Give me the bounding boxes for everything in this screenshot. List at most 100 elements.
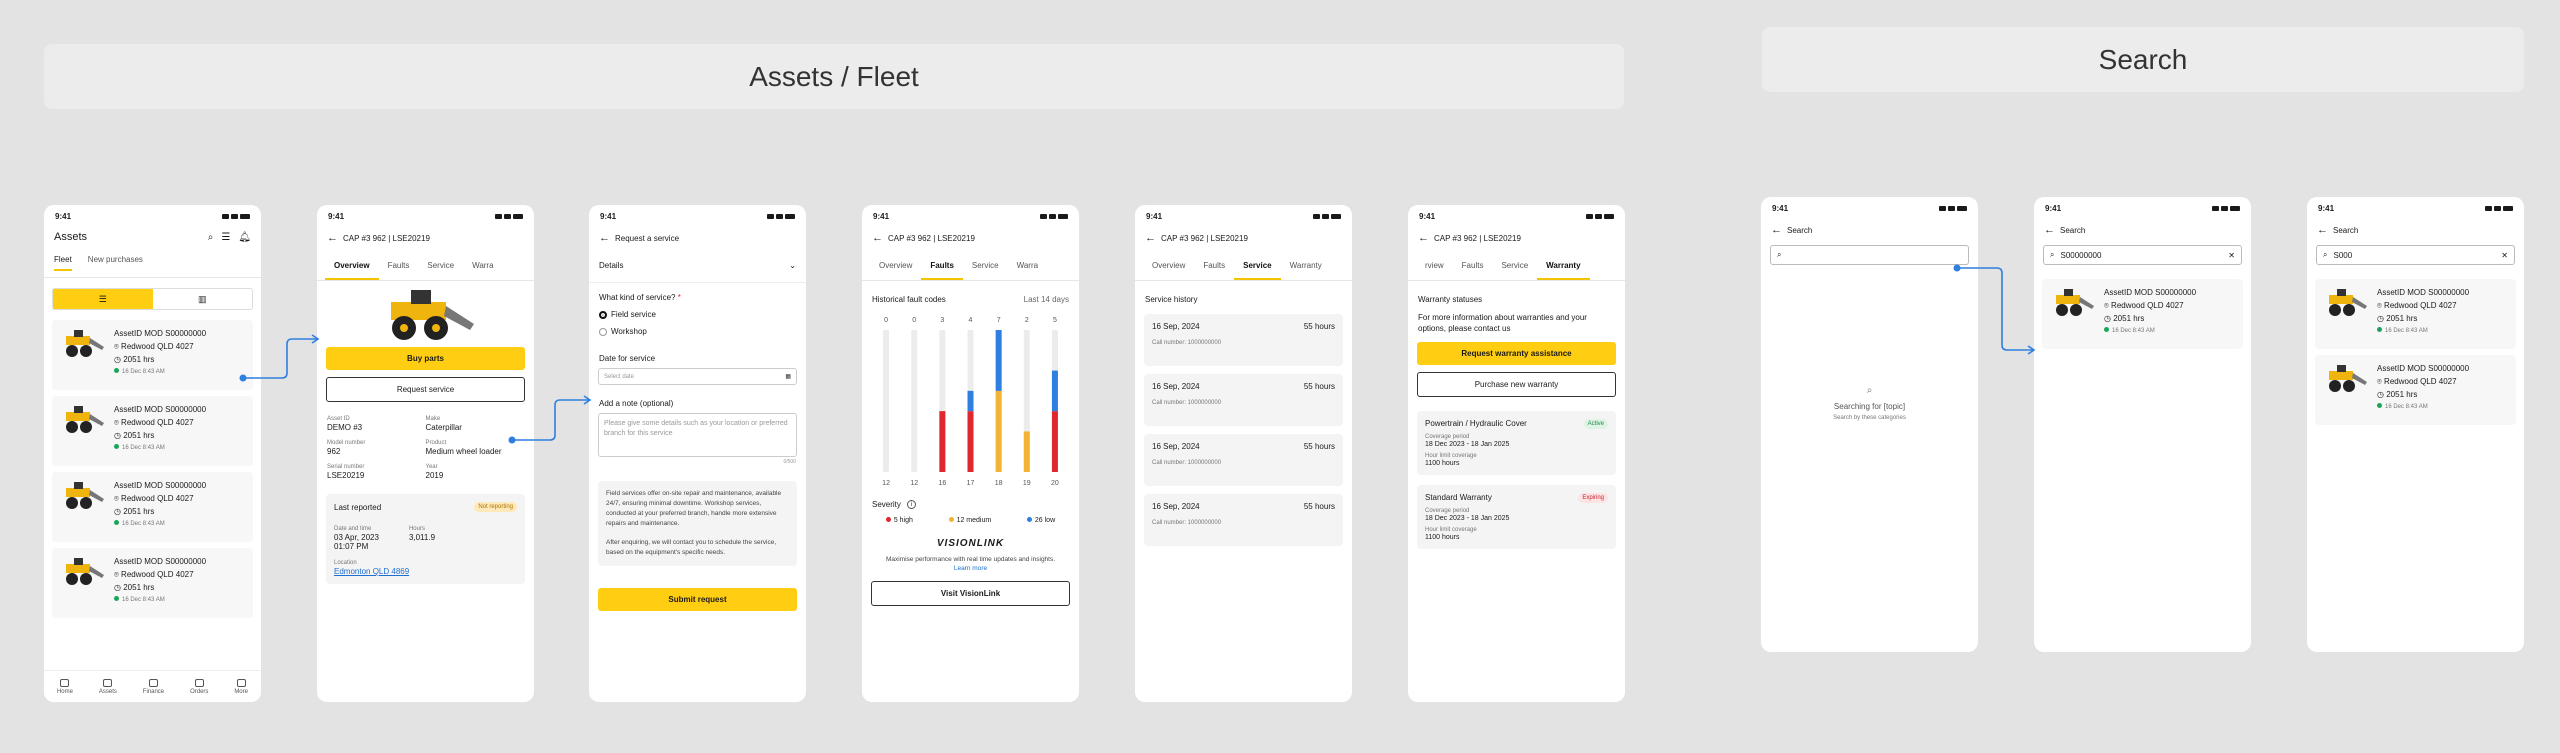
service-history-item[interactable]: 16 Sep, 2024 55 hours Call number: 1000000… — [1144, 494, 1343, 546]
status-time: 9:41 — [55, 211, 72, 221]
question-label: What kind of service? — [599, 293, 676, 302]
tab-overview[interactable]: Overview — [1152, 261, 1186, 270]
tab-faults[interactable]: Faults — [387, 261, 410, 270]
x-tick-label: 17 — [967, 480, 975, 487]
location-link[interactable]: Edmonton QLD 4869 — [334, 567, 410, 576]
nav-more[interactable]: More — [234, 678, 248, 695]
asset-list-item[interactable]: AssetID MOD S00000000 ⌾ Redwood QLD 4027… — [52, 548, 253, 618]
warranty-card[interactable]: Standard Warranty Expiring Coverage perio… — [1417, 485, 1616, 549]
bar-segment — [995, 390, 1002, 472]
tab-warranty[interactable]: Warra — [472, 261, 494, 270]
search-results-screen: 9:41 ← Search ⌕ S00000000 ✕ AssetID MOD S00… — [2034, 197, 2251, 652]
asset-list-item[interactable]: AssetID MOD S00000000 ⌾ Redwood QLD 4027… — [2042, 279, 2243, 349]
status-bar: 9:41 — [44, 205, 261, 227]
status-badge: Expiring — [1578, 493, 1608, 503]
asset-list-item[interactable]: AssetID MOD S00000000 ⌾ Redwood QLD 4027… — [52, 472, 253, 542]
bar-segment — [967, 411, 974, 472]
nav-home[interactable]: Home — [57, 678, 73, 695]
back-arrow-icon[interactable]: ← — [1771, 224, 1782, 236]
clear-icon[interactable]: ✕ — [2228, 250, 2235, 260]
visit-visionlink-button[interactable]: Visit VisionLink — [871, 581, 1070, 606]
tab-service[interactable]: Service — [427, 261, 455, 270]
filter-icon[interactable]: ☰ — [221, 231, 231, 243]
legend-high: 5 high — [885, 517, 913, 524]
bar-total-label: 0 — [912, 317, 916, 324]
tab-warranty[interactable]: Warranty — [1289, 261, 1322, 270]
asset-location: Redwood QLD 4027 — [2384, 301, 2457, 310]
radio-field-service[interactable]: Field service — [589, 306, 806, 323]
buy-parts-button[interactable]: Buy parts — [326, 347, 525, 370]
tab-faults[interactable]: Faults — [1203, 261, 1226, 270]
search-banner: Search — [1762, 27, 2524, 92]
learn-more-link[interactable]: Learn more — [953, 565, 988, 572]
service-history-item[interactable]: 16 Sep, 2024 55 hours Call number: 1000000… — [1144, 314, 1343, 366]
nav-finance[interactable]: Finance — [143, 678, 164, 695]
search-input[interactable]: ⌕ — [1770, 245, 1969, 265]
request-service-button[interactable]: Request service — [326, 377, 525, 402]
more-icon — [236, 678, 246, 687]
visionlink-logo: VISIONLINK — [936, 538, 1005, 549]
asset-list-item[interactable]: AssetID MOD S00000000 ⌾ Redwood QLD 4027… — [52, 396, 253, 466]
empty-state: ⌕ Searching for [topic] Search by these … — [1761, 385, 1978, 421]
bar-total-label: 7 — [997, 317, 1001, 324]
back-arrow-icon[interactable]: ← — [327, 232, 338, 244]
asset-list-item[interactable]: AssetID MOD S00000000 ⌾ Redwood QLD 4027… — [52, 320, 253, 390]
location-pin-icon: ⌾ — [2104, 301, 2109, 310]
back-arrow-icon[interactable]: ← — [872, 232, 883, 244]
range-label: Last 14 days — [1023, 295, 1069, 304]
location-pin-icon: ⌾ — [2377, 301, 2382, 310]
service-history-item[interactable]: 16 Sep, 2024 55 hours Call number: 1000000… — [1144, 374, 1343, 426]
warranty-card[interactable]: Powertrain / Hydraulic Cover Active Cover… — [1417, 411, 1616, 475]
bar-segment — [1051, 411, 1058, 472]
search-icon[interactable]: ⌕ — [207, 231, 214, 243]
nav-orders[interactable]: Orders — [190, 678, 208, 695]
tab-new-purchases[interactable]: New purchases — [87, 255, 143, 264]
back-arrow-icon[interactable]: ← — [1418, 232, 1429, 244]
submit-request-button[interactable]: Submit request — [598, 588, 797, 611]
tab-warranty[interactable]: Warranty — [1537, 253, 1590, 280]
tab-faults[interactable]: Faults — [921, 253, 963, 280]
tab-fleet[interactable]: Fleet — [54, 255, 72, 271]
tab-overview[interactable]: Overview — [879, 261, 913, 270]
back-arrow-icon[interactable]: ← — [1145, 232, 1156, 244]
asset-list-item[interactable]: AssetID MOD S00000000 ⌾ Redwood QLD 4027… — [2315, 355, 2516, 425]
purchase-warranty-button[interactable]: Purchase new warranty — [1417, 372, 1616, 397]
bar-total-label: 2 — [1025, 317, 1029, 324]
tab-overview[interactable]: Overview — [325, 253, 379, 280]
tab-faults[interactable]: Faults — [1461, 261, 1484, 270]
date-field[interactable]: Select date ▦ — [598, 368, 797, 385]
assets-screen: 9:41 Assets ⌕ ☰ 🔔︎ Fleet New purchases ☰ ▥… — [44, 205, 261, 702]
location-pin-icon: ⌾ — [114, 418, 119, 427]
back-arrow-icon[interactable]: ← — [2317, 224, 2328, 236]
info-icon[interactable]: i — [906, 500, 916, 509]
clock-icon: ◷ — [114, 583, 121, 592]
bell-icon[interactable]: 🔔︎ — [238, 231, 251, 243]
assets-icon — [103, 678, 113, 687]
asset-field: Make Caterpillar — [425, 416, 462, 432]
search-input[interactable]: ⌕ S00000000 ✕ — [2043, 245, 2242, 265]
back-arrow-icon[interactable]: ← — [599, 232, 610, 244]
tab-overview[interactable]: rview — [1425, 261, 1444, 270]
asset-list-item[interactable]: AssetID MOD S00000000 ⌾ Redwood QLD 4027… — [2315, 279, 2516, 349]
view-toggle[interactable]: ☰ ▥ — [52, 288, 253, 310]
back-arrow-icon[interactable]: ← — [2044, 224, 2055, 236]
asset-location: Redwood QLD 4027 — [121, 418, 194, 427]
tab-warranty[interactable]: Warra — [1016, 261, 1039, 270]
list-view-icon[interactable]: ☰ — [53, 289, 153, 309]
details-accordion[interactable]: Details ⌄ — [589, 249, 806, 283]
map-view-icon[interactable]: ▥ — [197, 293, 207, 304]
note-textarea[interactable]: Please give some details such as your lo… — [598, 413, 797, 457]
tab-service[interactable]: Service — [1234, 253, 1281, 280]
tab-service[interactable]: Service — [971, 261, 999, 270]
info-box: Field services offer on-site repair and … — [598, 481, 797, 566]
search-input[interactable]: ⌕ S000 ✕ — [2316, 245, 2515, 265]
radio-workshop[interactable]: Workshop — [589, 323, 806, 340]
asset-id: AssetID MOD S00000000 — [2104, 288, 2197, 297]
request-warranty-button[interactable]: Request warranty assistance — [1417, 342, 1616, 365]
section-title: Service history — [1145, 295, 1198, 304]
clear-icon[interactable]: ✕ — [2501, 250, 2508, 260]
nav-assets[interactable]: Assets — [99, 678, 117, 695]
status-badge: Not reporting — [474, 502, 517, 512]
tab-service[interactable]: Service — [1501, 261, 1529, 270]
service-history-item[interactable]: 16 Sep, 2024 55 hours Call number: 1000000… — [1144, 434, 1343, 486]
